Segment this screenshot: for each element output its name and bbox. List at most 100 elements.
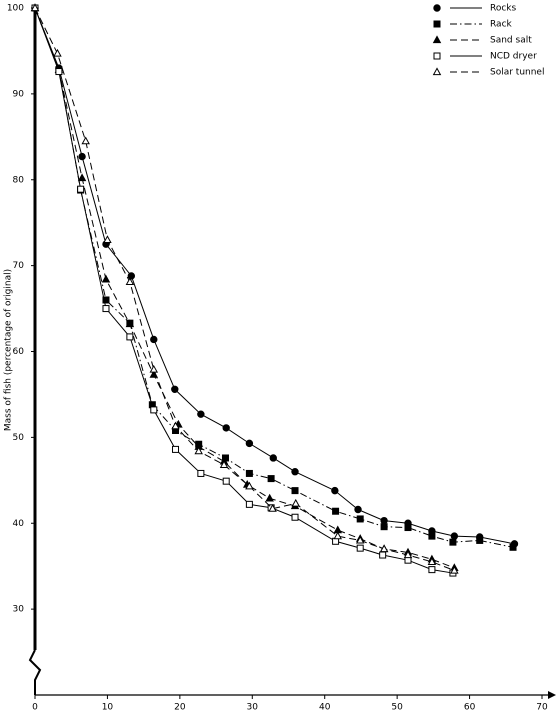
y-tick-label: 80: [13, 175, 25, 185]
marker: [427, 557, 437, 565]
marker: [379, 551, 387, 559]
marker: [53, 48, 62, 57]
marker: [380, 516, 388, 525]
marker: [265, 493, 274, 502]
marker: [245, 500, 253, 508]
x-tick-label: 20: [174, 703, 186, 713]
series-line: [34, 7, 514, 548]
marker: [78, 152, 86, 161]
x-axis-arrow: [548, 691, 556, 699]
marker: [291, 487, 299, 495]
marker: [450, 565, 459, 574]
legend-label: Rack: [490, 20, 513, 30]
marker: [355, 535, 365, 544]
marker: [269, 454, 277, 462]
marker: [77, 173, 87, 182]
series-line: [34, 7, 455, 569]
marker: [433, 52, 441, 60]
axes: [28, 6, 556, 699]
marker: [433, 4, 441, 12]
marker: [267, 475, 275, 483]
marker: [126, 333, 134, 341]
marker: [55, 68, 63, 76]
marker: [476, 536, 484, 544]
marker: [81, 136, 90, 145]
y-tick-label: 90: [13, 89, 25, 99]
x-tick-label: 60: [464, 703, 476, 713]
marker: [222, 424, 230, 432]
axis-break: [28, 649, 42, 695]
marker: [432, 67, 442, 76]
marker: [509, 543, 517, 551]
series: [31, 4, 457, 577]
marker: [450, 532, 459, 540]
marker: [172, 445, 180, 453]
marker: [102, 296, 110, 304]
marker: [333, 531, 342, 540]
x-tick-label: 30: [247, 703, 259, 713]
marker: [356, 544, 364, 552]
marker: [103, 235, 112, 243]
y-tick-label: 70: [13, 261, 25, 271]
marker: [171, 385, 179, 393]
marker: [354, 505, 362, 514]
y-tick-label: 30: [13, 605, 25, 615]
marker: [428, 532, 436, 540]
marker: [380, 523, 388, 531]
y-tick-label: 100: [7, 4, 24, 14]
legend-label: Rocks: [490, 4, 517, 14]
marker: [102, 305, 110, 313]
marker: [125, 319, 135, 328]
x-tick-label: 50: [391, 703, 403, 713]
marker: [291, 513, 299, 521]
x-tick-label: 0: [32, 703, 38, 713]
y-tick-label: 50: [13, 433, 25, 443]
x-tick-label: 40: [319, 703, 331, 713]
marker: [245, 439, 254, 448]
marker: [197, 469, 205, 477]
marker: [125, 277, 135, 286]
marker: [332, 507, 340, 515]
marker: [268, 504, 277, 512]
marker: [449, 538, 457, 546]
x-tick-label: 10: [102, 703, 114, 713]
marker: [245, 469, 253, 477]
marker: [171, 421, 180, 430]
marker: [432, 35, 442, 44]
y-axis-label: Mass of fish (percentage of original): [4, 269, 14, 431]
marker: [222, 477, 230, 485]
series-line: [34, 7, 515, 545]
marker: [149, 364, 159, 373]
marker: [403, 550, 413, 559]
marker: [150, 335, 158, 344]
marker: [150, 406, 158, 414]
series-line: [34, 7, 455, 571]
y-tick-label: 60: [13, 347, 25, 357]
marker: [219, 460, 229, 468]
legend: Rocks Rack Sand salt NCD dryer Solar tunnel: [432, 4, 544, 78]
marker: [291, 468, 299, 476]
marker: [77, 185, 85, 193]
marker: [331, 486, 339, 495]
marker: [433, 20, 441, 28]
marker: [356, 515, 364, 523]
legend-label: Sand salt: [490, 36, 532, 46]
marker: [30, 3, 40, 12]
marker: [404, 524, 412, 532]
legend-label: NCD dryer: [490, 52, 537, 62]
marker: [101, 274, 111, 283]
marker: [197, 410, 205, 418]
marker: [428, 566, 436, 574]
series: [30, 3, 459, 572]
series-line: [34, 7, 453, 574]
series: [30, 3, 459, 574]
marker: [379, 544, 389, 553]
marker: [291, 498, 300, 507]
marker: [127, 272, 136, 280]
marker: [194, 446, 203, 455]
x-tick-label: 70: [536, 703, 548, 713]
marker: [245, 481, 254, 490]
legend-label: Solar tunnel: [490, 68, 544, 78]
